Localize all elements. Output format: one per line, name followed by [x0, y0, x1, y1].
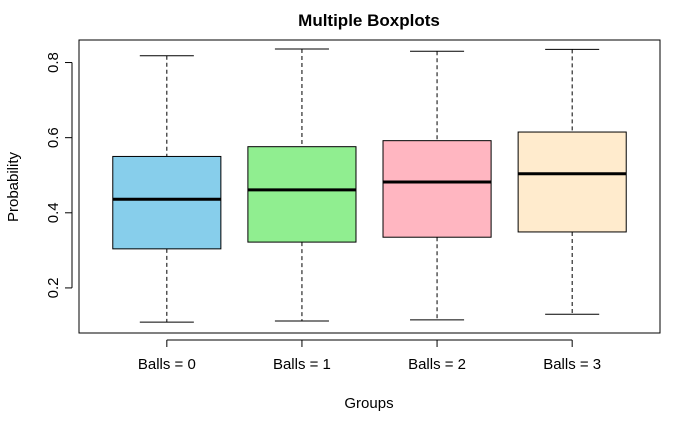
box-group — [517, 48, 627, 315]
iqr-box — [517, 131, 627, 233]
box-group — [382, 50, 492, 321]
iqr-box — [112, 155, 222, 250]
y-tick-label: 0.4 — [45, 202, 62, 223]
y-axis-label: Probability — [5, 151, 22, 222]
iqr-box — [247, 146, 357, 243]
x-tick-label: Balls = 0 — [138, 356, 196, 373]
y-tick-label: 0.6 — [45, 127, 62, 148]
x-tick-label: Balls = 2 — [408, 356, 466, 373]
box-group — [112, 55, 222, 323]
y-axis: 0.2 0.4 0.6 0.8 — [45, 52, 73, 298]
chart-title: Multiple Boxplots — [298, 11, 440, 30]
x-axis: Balls = 0 Balls = 1 Balls = 2 Balls = 3 — [138, 339, 601, 373]
y-tick-label: 0.2 — [45, 277, 62, 298]
plot-frame — [78, 39, 661, 334]
y-tick-label: 0.8 — [45, 52, 62, 73]
x-tick-label: Balls = 1 — [273, 356, 331, 373]
iqr-box — [382, 140, 492, 238]
box-group — [247, 48, 357, 322]
x-tick-label: Balls = 3 — [543, 356, 601, 373]
x-axis-label: Groups — [344, 395, 393, 412]
boxes — [112, 48, 627, 323]
